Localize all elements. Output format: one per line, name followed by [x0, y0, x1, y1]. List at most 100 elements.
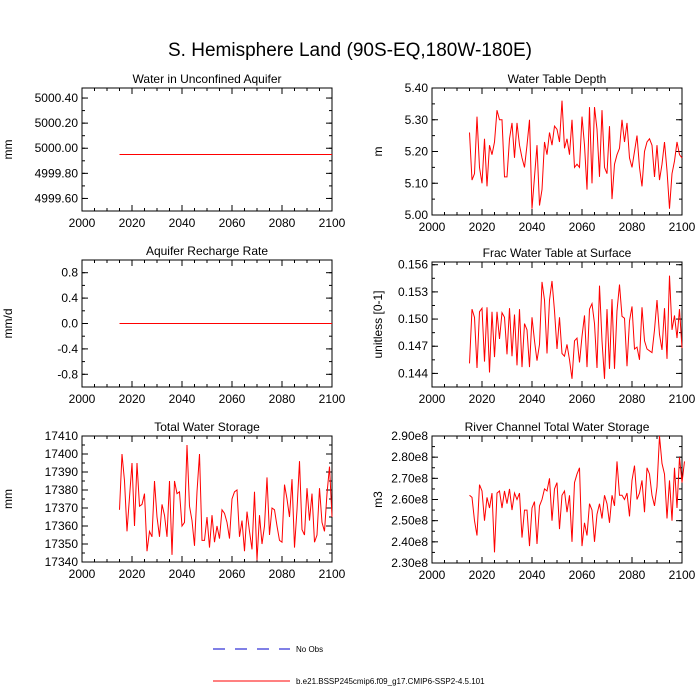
x-tick-label: 2100	[319, 216, 346, 230]
y-tick-label: 5000.40	[35, 91, 79, 105]
panel-title: Water in Unconfined Aquifer	[133, 72, 282, 86]
x-tick-label: 2100	[669, 392, 696, 406]
x-tick-label: 2100	[669, 220, 696, 234]
series-line	[469, 100, 683, 209]
y-tick-label: 4999.60	[35, 191, 79, 205]
legend-obs-label: No Obs	[296, 645, 323, 654]
x-tick-label: 2040	[169, 567, 196, 581]
y-tick-label: 0.144	[398, 366, 428, 380]
y-axis-label: mm/d	[1, 309, 15, 339]
y-tick-label: 5.10	[405, 176, 429, 190]
y-axis-label: mm	[1, 140, 15, 160]
y-tick-label: 2.30e8	[391, 556, 428, 570]
y-tick-label: -0.4	[57, 342, 78, 356]
y-tick-label: 2.50e8	[391, 514, 428, 528]
y-tick-label: 0.4	[61, 291, 78, 305]
x-tick-label: 2020	[119, 216, 146, 230]
x-tick-label: 2060	[219, 392, 246, 406]
y-tick-label: 17410	[45, 429, 79, 443]
x-tick-label: 2020	[119, 567, 146, 581]
x-tick-label: 2060	[569, 392, 596, 406]
y-tick-label: 17370	[45, 501, 79, 515]
panel-title: Aquifer Recharge Rate	[146, 244, 268, 258]
x-tick-label: 2040	[519, 392, 546, 406]
x-tick-label: 2080	[619, 568, 646, 582]
y-tick-label: 5.20	[405, 145, 429, 159]
x-tick-label: 2000	[419, 392, 446, 406]
y-tick-label: 0.147	[398, 339, 428, 353]
panels: Water in Unconfined Aquifer 2000 2020 2040 2…	[1, 72, 696, 582]
y-tick-label: 0.153	[398, 285, 428, 299]
y-tick-label: 2.80e8	[391, 450, 428, 464]
x-tick-label: 2060	[569, 220, 596, 234]
x-tick-label: 2060	[569, 568, 596, 582]
series-line	[469, 275, 683, 379]
y-tick-label: -0.8	[57, 367, 78, 381]
plot-frame	[431, 435, 683, 564]
x-tick-label: 2020	[469, 220, 496, 234]
y-tick-label: 17350	[45, 537, 79, 551]
x-tick-label: 2040	[169, 216, 196, 230]
y-axis-label: mm	[1, 489, 15, 509]
x-tick-label: 2080	[619, 392, 646, 406]
y-tick-label: 4999.80	[35, 166, 79, 180]
y-tick-label: 2.40e8	[391, 535, 428, 549]
y-tick-label: 17380	[45, 483, 79, 497]
x-tick-label: 2000	[69, 567, 96, 581]
x-tick-label: 2080	[619, 220, 646, 234]
legend-model-label: b.e21.BSSP245cmip6.f09_g17.CMIP6-SSP2-4.…	[296, 677, 485, 686]
panel-title: River Channel Total Water Storage	[465, 420, 650, 434]
y-tick-label: 0.156	[398, 258, 428, 272]
x-tick-label: 2020	[119, 392, 146, 406]
x-tick-label: 2080	[269, 216, 296, 230]
y-tick-label: 17340	[45, 555, 79, 569]
x-tick-label: 2040	[519, 568, 546, 582]
x-tick-label: 2000	[419, 220, 446, 234]
x-tick-label: 2040	[519, 220, 546, 234]
x-tick-label: 2020	[469, 392, 496, 406]
panel-title: Total Water Storage	[154, 420, 260, 434]
chart-panel-3: Aquifer Recharge Rate 2000 2020 2040 2060 208…	[1, 244, 346, 406]
y-tick-label: 5.00	[405, 208, 429, 222]
series-line	[119, 444, 333, 561]
figure-title: S. Hemisphere Land (90S-EQ,180W-180E)	[168, 40, 532, 61]
y-tick-label: 2.90e8	[391, 429, 428, 443]
x-tick-label: 2100	[319, 392, 346, 406]
y-tick-label: 0.8	[61, 266, 78, 280]
x-tick-label: 2060	[219, 216, 246, 230]
x-tick-label: 2100	[319, 567, 346, 581]
x-tick-label: 2040	[169, 392, 196, 406]
y-tick-label: 17360	[45, 519, 79, 533]
y-axis-label: unitless [0-1]	[371, 290, 385, 358]
panel-title: Frac Water Table at Surface	[483, 246, 632, 260]
y-tick-label: 5.30	[405, 113, 429, 127]
chart-panel-6: River Channel Total Water Storage 2000 202…	[371, 420, 696, 582]
y-tick-label: 0.150	[398, 312, 428, 326]
plot-frame	[431, 261, 683, 388]
chart-panel-1: Water in Unconfined Aquifer 2000 2020 2040 2…	[1, 72, 346, 230]
x-tick-label: 2000	[419, 568, 446, 582]
x-tick-label: 2020	[469, 568, 496, 582]
x-tick-label: 2080	[269, 392, 296, 406]
x-tick-label: 2000	[69, 216, 96, 230]
x-tick-label: 2000	[69, 392, 96, 406]
y-tick-label: 17390	[45, 465, 79, 479]
y-tick-label: 2.70e8	[391, 471, 428, 485]
series-line	[469, 435, 685, 553]
chart-panel-4: Frac Water Table at Surface 2000 2020 2040 2…	[371, 246, 696, 406]
y-tick-label: 5000.00	[35, 141, 79, 155]
y-axis-label: m3	[371, 491, 385, 508]
y-tick-label: 0.0	[61, 317, 78, 331]
panel-title: Water Table Depth	[508, 72, 607, 86]
y-tick-label: 5.40	[405, 81, 429, 95]
y-tick-label: 2.60e8	[391, 493, 428, 507]
x-tick-label: 2080	[269, 567, 296, 581]
chart-panel-2: Water Table Depth 2000 2020 2040 2060 2080 210…	[371, 72, 696, 234]
y-tick-label: 5000.20	[35, 116, 79, 130]
chart-panel-5: Total Water Storage 2000 2020 2040 2060 2080 2…	[1, 420, 346, 581]
legend: No Obs b.e21.BSSP245cmip6.f09_g17.CMIP6-…	[213, 645, 485, 686]
x-tick-label: 2060	[219, 567, 246, 581]
y-tick-label: 17400	[45, 447, 79, 461]
y-axis-label: m	[371, 147, 385, 157]
